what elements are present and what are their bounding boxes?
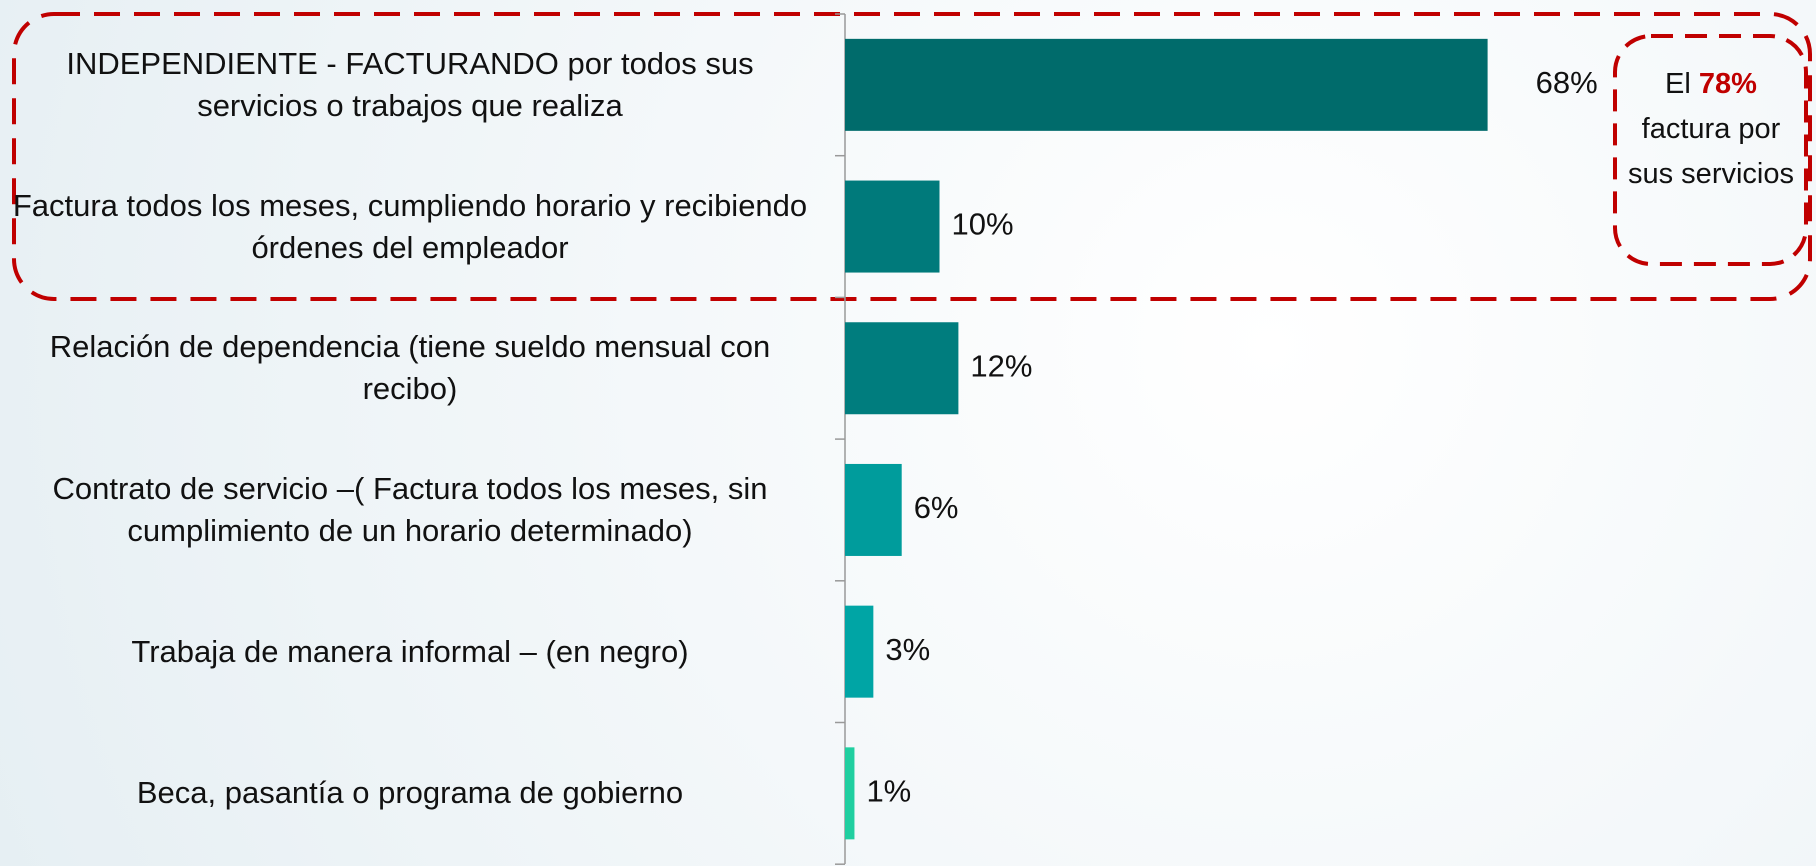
bar xyxy=(845,463,902,556)
value-label: 68% xyxy=(1536,65,1598,100)
bar xyxy=(845,38,1488,131)
bar xyxy=(845,180,940,273)
highlight-box xyxy=(12,12,1812,301)
category-label: Relación de dependencia (tiene sueldo me… xyxy=(49,329,771,407)
value-label: 3% xyxy=(885,632,930,667)
category-label: INDEPENDIENTE - FACTURANDO por todos sus… xyxy=(66,45,754,123)
annotation-prefix: El xyxy=(1665,68,1691,100)
value-label: 10% xyxy=(952,207,1014,242)
annotation: El 78% factura por sus servicios xyxy=(1625,62,1797,197)
bar xyxy=(845,605,874,698)
bar xyxy=(845,747,855,840)
value-label: 12% xyxy=(970,348,1032,383)
annotation-highlight: 78% xyxy=(1698,68,1757,100)
bar xyxy=(845,322,959,415)
category-label: Beca, pasantía o programa de gobierno xyxy=(136,775,684,811)
annotation-text: factura por sus servicios xyxy=(1628,113,1794,190)
value-label: 1% xyxy=(866,774,911,809)
note-box xyxy=(1613,34,1808,266)
value-label: 6% xyxy=(914,490,959,525)
category-label: Factura todos los meses, cumpliendo hora… xyxy=(12,187,808,265)
category-label: Contrato de servicio –( Factura todos lo… xyxy=(52,470,768,548)
category-label: Trabaja de manera informal – (en negro) xyxy=(131,633,689,669)
